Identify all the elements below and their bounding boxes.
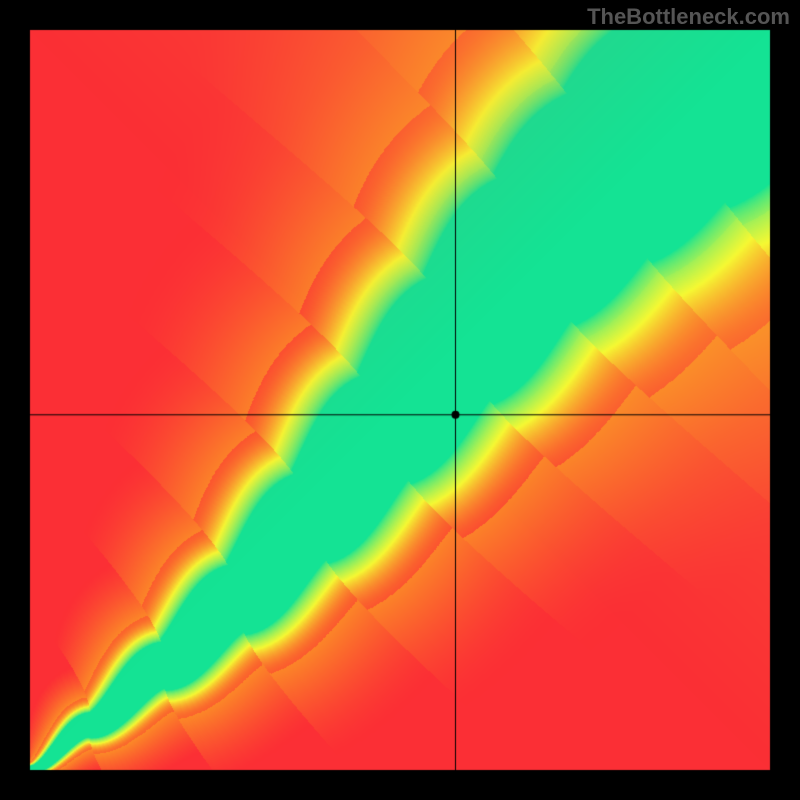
attribution-label: TheBottleneck.com <box>587 4 790 30</box>
bottleneck-heatmap <box>0 0 800 800</box>
